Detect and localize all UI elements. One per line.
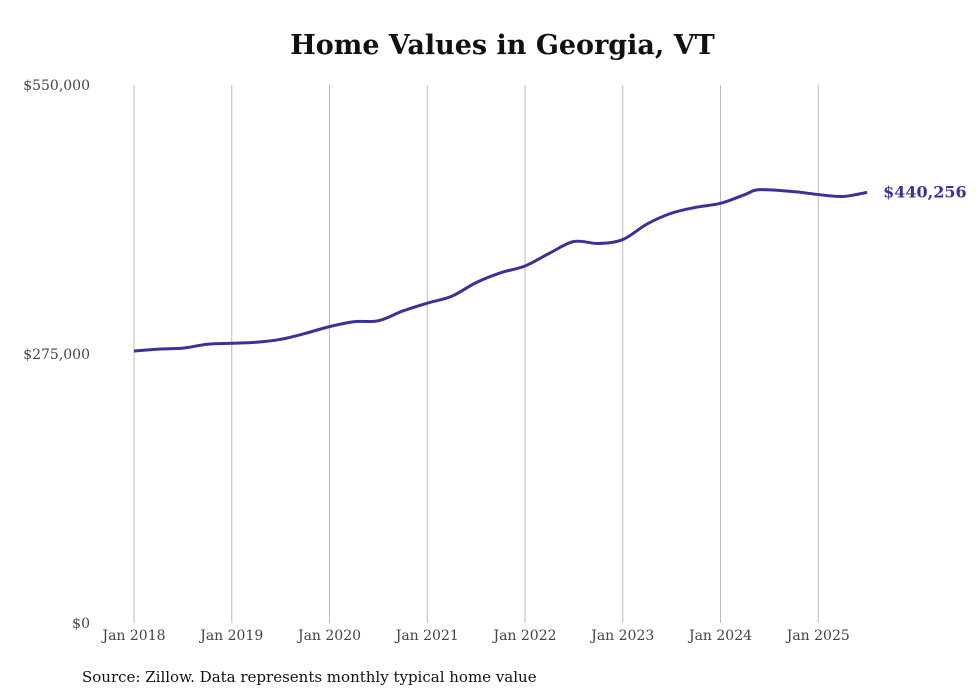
source-note: Source: Zillow. Data represents monthly … (82, 668, 537, 686)
series-line-home-value (133, 188, 868, 353)
y-tick-label: $550,000 (23, 78, 90, 94)
x-tick-label: Jan 2020 (296, 628, 361, 644)
end-value-label: $440,256 (883, 182, 967, 201)
x-tick-label: Jan 2018 (100, 628, 165, 644)
x-tick-label: Jan 2019 (198, 628, 263, 644)
x-tick-label: Jan 2025 (785, 628, 850, 644)
x-tick-label: Jan 2023 (589, 628, 654, 644)
chart-title: Home Values in Georgia, VT (290, 30, 715, 61)
x-tick-label: Jan 2022 (491, 628, 556, 644)
x-tick-label: Jan 2021 (394, 628, 459, 644)
y-tick-label: $275,000 (23, 347, 90, 363)
y-tick-label: $0 (72, 616, 90, 632)
x-tick-label: Jan 2024 (687, 628, 752, 644)
